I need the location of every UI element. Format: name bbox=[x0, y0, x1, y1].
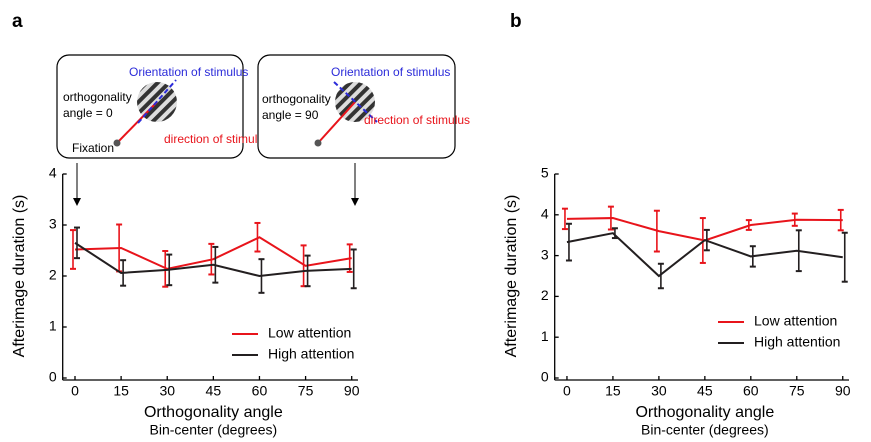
inset-diagram: Orientation of stimulus orthogonality an… bbox=[56, 54, 470, 206]
direction-label: direction of stimulus bbox=[364, 113, 470, 127]
y-tick-label: 1 bbox=[49, 318, 57, 334]
angle-label: angle = 90 bbox=[262, 108, 319, 122]
orientation-line bbox=[333, 81, 378, 123]
series-line bbox=[74, 242, 352, 278]
x-tick-label: 45 bbox=[697, 383, 713, 399]
angle-label: orthogonality bbox=[63, 90, 132, 104]
orientation-line bbox=[137, 79, 177, 124]
legend-label: High attention bbox=[268, 346, 354, 362]
x-tick-label: 45 bbox=[206, 383, 222, 399]
x-tick-label: 75 bbox=[298, 383, 314, 399]
y-tick-label: 2 bbox=[541, 287, 549, 303]
panel-label: b bbox=[510, 11, 522, 32]
x-axis-sublabel: Bin-center (degrees) bbox=[150, 422, 278, 438]
arrow-head bbox=[351, 198, 359, 206]
x-tick-label: 15 bbox=[605, 383, 621, 399]
x-axis-label: Orthogonality angle bbox=[144, 404, 283, 421]
x-tick-label: 30 bbox=[651, 383, 667, 399]
y-tick-label: 0 bbox=[49, 369, 57, 385]
y-tick-label: 0 bbox=[541, 369, 549, 385]
x-tick-label: 90 bbox=[835, 383, 851, 399]
x-tick-label: 0 bbox=[563, 383, 571, 399]
x-axis-label: Orthogonality angle bbox=[635, 404, 774, 421]
y-tick-label: 5 bbox=[541, 165, 549, 181]
x-tick-label: 30 bbox=[159, 383, 175, 399]
angle-label: angle = 0 bbox=[63, 106, 113, 120]
legend-label: High attention bbox=[754, 334, 840, 350]
y-tick-label: 1 bbox=[541, 328, 549, 344]
direction-label: direction of stimulus bbox=[164, 132, 270, 146]
x-tick-label: 75 bbox=[789, 383, 805, 399]
x-axis-sublabel: Bin-center (degrees) bbox=[641, 422, 769, 438]
y-axis-label: Afterimage duration (s) bbox=[11, 195, 28, 358]
y-tick-label: 3 bbox=[49, 216, 57, 232]
fixation-dot bbox=[314, 139, 322, 147]
y-tick-label: 2 bbox=[49, 267, 57, 283]
panel-label: a bbox=[12, 11, 23, 32]
fixation-label: Fixation bbox=[72, 141, 114, 155]
y-tick-label: 4 bbox=[49, 165, 57, 181]
arrow-head bbox=[73, 198, 81, 206]
series-line bbox=[566, 232, 843, 278]
direction-line bbox=[317, 101, 356, 144]
y-tick-label: 4 bbox=[541, 206, 549, 222]
orientation-label: Orientation of stimulus bbox=[331, 65, 450, 79]
series-line bbox=[74, 236, 352, 270]
x-tick-label: 60 bbox=[743, 383, 759, 399]
x-tick-label: 60 bbox=[252, 383, 268, 399]
orientation-label: Orientation of stimulus bbox=[129, 65, 248, 79]
fixation-dot bbox=[113, 139, 121, 147]
y-tick-label: 3 bbox=[541, 246, 549, 262]
legend-label: Low attention bbox=[754, 313, 837, 329]
x-tick-label: 0 bbox=[71, 383, 79, 399]
x-tick-label: 90 bbox=[344, 383, 360, 399]
y-axis-label: Afterimage duration (s) bbox=[503, 195, 520, 358]
legend-label: Low attention bbox=[268, 325, 351, 341]
x-tick-label: 15 bbox=[113, 383, 129, 399]
angle-label: orthogonality bbox=[262, 92, 331, 106]
